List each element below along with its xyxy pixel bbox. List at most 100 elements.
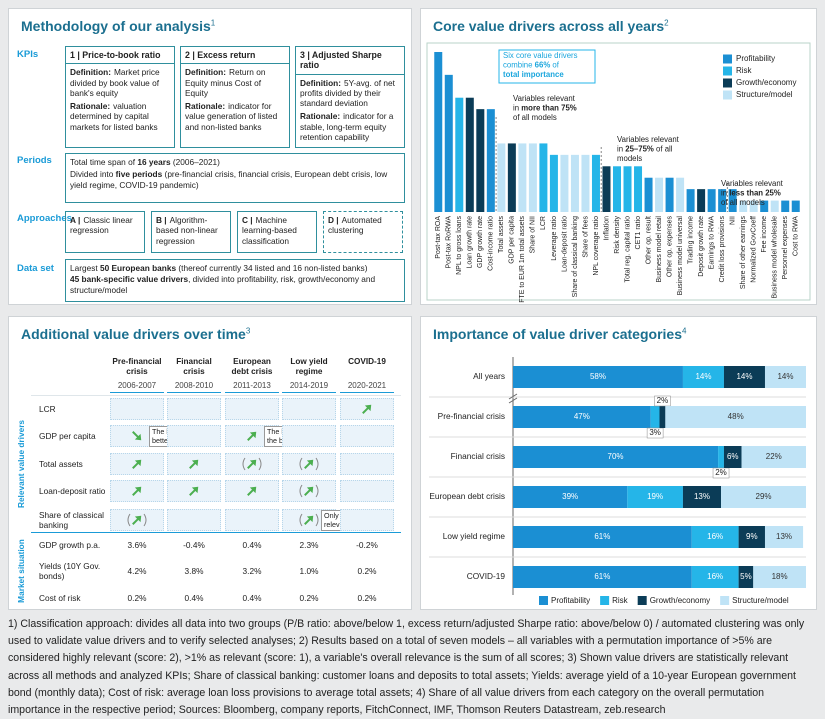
row-label: Total assets (39, 459, 83, 469)
cell-value: 0.2% (127, 593, 147, 603)
value-label: 18% (772, 572, 788, 581)
bar (455, 97, 464, 212)
categories-chart: All years 58% 14% 14% 14% Pre-financial crisi… (429, 357, 806, 605)
text-run: 66% (535, 61, 551, 70)
value-label: 22% (766, 452, 782, 461)
text-run: more than 75% (521, 104, 577, 113)
kpi-label: Definition: (70, 67, 112, 78)
table-cell (282, 561, 336, 581)
text-run: combine (503, 61, 535, 70)
data-set-box: Largest 50 European banks (thereof curre… (65, 259, 405, 302)
bar-segment (741, 446, 806, 468)
trend-arrow (299, 484, 319, 498)
kpi-text: 5Y-avg. of net profits divided by their … (300, 77, 395, 109)
categories-panel: All years 58% 14% 14% 14% Pre-financial crisi… (420, 316, 817, 610)
value-label: 48% (728, 412, 744, 421)
kpi-text: valuation determined by capital markets … (70, 101, 158, 132)
value-label: 16% (707, 532, 723, 541)
x-tick-label: Business model universal (677, 216, 684, 296)
legend-swatch (723, 66, 732, 76)
text-run: in (721, 189, 729, 198)
text-run: of (550, 61, 560, 70)
bar (686, 189, 695, 212)
value-label: 14% (695, 372, 711, 381)
cell-value: -0.4% (183, 540, 205, 550)
weak-bracket (315, 513, 319, 527)
value-label: 14% (736, 372, 752, 381)
bar (476, 109, 485, 212)
table-cell (340, 535, 394, 555)
bar (434, 52, 443, 212)
annotation-line: Variables relevant (617, 135, 680, 144)
x-tick-label: LCR (540, 216, 547, 230)
legend-label: Profitability (736, 54, 775, 63)
bar (560, 154, 569, 212)
bar (539, 143, 548, 212)
cell-value: 0.4% (242, 593, 262, 603)
table-cell (167, 535, 221, 555)
text-run: Divided into (70, 169, 116, 180)
trend-arrow (132, 486, 142, 496)
value-label-bg (646, 427, 664, 439)
title-text: Importance of value driver categories (433, 326, 682, 342)
title-note: 1 (210, 18, 216, 28)
panel-title: Core value drivers across all years2 (433, 18, 669, 34)
axis-break (508, 393, 518, 404)
legend-swatch (723, 54, 732, 64)
x-tick-label: Share of NII (530, 216, 537, 253)
arrow (132, 486, 142, 496)
annotation-line: in less than 25% (721, 189, 781, 198)
bar (760, 200, 769, 212)
kpi-text: Return on Equity minus Cost of Equity (185, 67, 266, 98)
weak-bracket (315, 457, 319, 471)
legend-label: Growth/economy (650, 596, 710, 605)
periods-box: Total time span of 16 years (2006–2021) D… (65, 153, 405, 203)
bar-segment (691, 526, 739, 548)
value-label: 58% (590, 372, 606, 381)
x-tick-label: Loan-deposit ratio (561, 216, 568, 272)
text-run: Variables relevant (617, 135, 680, 144)
text-run: (thereof currently 34 listed and 16 non-… (176, 263, 368, 273)
legend-swatch (720, 596, 730, 605)
value-label: 9% (746, 532, 758, 541)
annotation-line: in 25–75% of all (617, 145, 673, 154)
panel-title: Importance of value driver categories4 (433, 326, 686, 342)
legend-swatch (723, 78, 732, 88)
arrow (304, 459, 314, 469)
arrow (247, 431, 257, 441)
section-label: Data set (17, 263, 54, 274)
bar (549, 154, 558, 212)
bar (528, 143, 537, 212)
kpi-box: 2 | Excess return Definition: Return on Eq… (180, 46, 290, 148)
row-label: Share of classical banking (39, 510, 105, 530)
trend-arrow (247, 431, 257, 441)
x-tick-label: Total reg. capital ratio (624, 216, 631, 283)
annotation-line: total importance (503, 70, 564, 79)
arrow-shape (362, 404, 372, 414)
approach-key: D | (328, 215, 339, 225)
text-run: 25–75% (625, 145, 654, 154)
column-years: 2011-2013 (225, 381, 279, 393)
x-tick-label: Share of fees (582, 216, 589, 258)
kpi-rationale: Rationale: valuation determined by capita… (70, 101, 170, 132)
value-label: 29% (756, 492, 772, 501)
table-cell (110, 561, 164, 581)
kpi-heading: 3 | Adjusted Sharpe ratio (296, 47, 404, 75)
value-label-bg (654, 395, 671, 407)
value-label: 16% (707, 572, 723, 581)
periods-line: Divided into five periods (pre-financial… (70, 169, 400, 190)
annotation-line: combine 66% of (503, 61, 560, 70)
bar-segment (682, 366, 724, 388)
text-run: Largest (70, 263, 100, 273)
annotation-line: Variables relevant (513, 94, 576, 103)
text-run: (pre-financial crisis, financial crisis,… (70, 169, 388, 190)
text-run: of all (654, 145, 673, 154)
periods-line: Total time span of 16 years (2006–2021) (70, 157, 400, 167)
panel-title: Methodology of our analysis1 (21, 18, 215, 34)
title-note: 2 (664, 18, 669, 28)
x-tick-label: Fee income (761, 216, 768, 253)
kpi-text: Market price divided by book value of ba… (70, 67, 160, 98)
annotation-line: Variables relevant (721, 179, 784, 188)
group-separator (31, 395, 401, 396)
table-cell (340, 425, 394, 447)
